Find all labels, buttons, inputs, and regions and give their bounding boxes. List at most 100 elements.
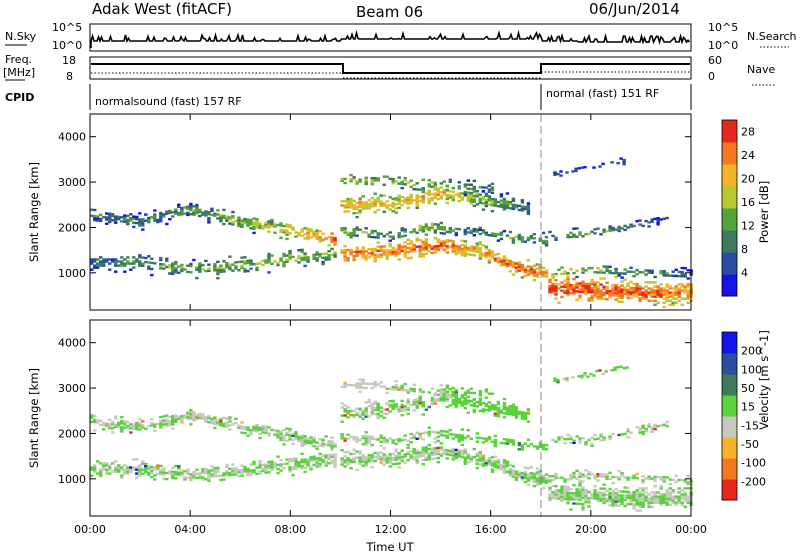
data-cell — [623, 278, 627, 281]
data-cell — [472, 447, 476, 451]
data-cell — [496, 466, 501, 470]
data-cell — [306, 441, 310, 445]
data-cell — [219, 266, 223, 269]
data-cell — [162, 215, 166, 218]
data-cell — [451, 398, 455, 402]
data-cell — [406, 446, 410, 450]
data-cell — [650, 220, 654, 223]
data-cell — [662, 493, 666, 496]
data-cell — [150, 273, 154, 277]
data-cell — [584, 292, 588, 296]
data-cell — [237, 216, 241, 219]
data-cell — [457, 185, 461, 188]
freq-unit-label: [MHz] — [3, 66, 35, 79]
data-cell — [511, 273, 516, 276]
data-cell — [195, 210, 199, 213]
data-cell — [427, 185, 431, 188]
data-cell — [457, 193, 461, 197]
cpid-row: CPID normalsound (fast) 157 RF normal (f… — [5, 84, 692, 110]
data-cell — [541, 272, 546, 276]
data-cell — [590, 266, 594, 270]
data-cell — [364, 401, 368, 404]
data-cell — [581, 502, 585, 506]
x-tick-label: 00:00 — [74, 523, 106, 536]
data-cell — [620, 433, 624, 436]
data-cell — [174, 271, 178, 274]
data-cell — [409, 387, 413, 390]
data-cell — [186, 470, 190, 473]
data-cell — [484, 388, 489, 391]
data-cell — [346, 248, 350, 252]
data-cell — [93, 266, 97, 269]
data-cell — [499, 237, 504, 241]
data-cell — [535, 477, 540, 480]
data-cell — [475, 190, 479, 193]
sky-noise-strip: N.Sky 10^5 10^0 10^5 10^0 N.Search — [5, 21, 797, 52]
data-cell — [165, 424, 169, 428]
data-cell — [418, 390, 422, 393]
data-cell — [572, 227, 576, 230]
data-cell — [90, 214, 94, 217]
data-cell — [641, 503, 645, 506]
data-cell — [665, 293, 669, 296]
data-cell — [195, 468, 199, 471]
data-cell — [309, 236, 313, 239]
data-cell — [629, 492, 633, 496]
data-cell — [330, 444, 334, 447]
data-cell — [99, 468, 103, 471]
data-cell — [517, 263, 522, 266]
data-cell — [291, 473, 295, 477]
data-cell — [364, 182, 368, 186]
data-cell — [279, 436, 283, 439]
data-cell — [674, 293, 678, 296]
data-cell — [159, 211, 163, 215]
data-cell — [481, 458, 486, 461]
data-cell — [222, 260, 226, 263]
data-cell — [165, 257, 169, 260]
data-cell — [243, 432, 247, 435]
data-cell — [587, 284, 591, 288]
data-cell — [346, 410, 350, 413]
data-cell — [584, 488, 588, 492]
data-cell — [626, 226, 630, 229]
data-cell — [460, 198, 464, 201]
data-cell — [469, 198, 473, 201]
data-cell — [177, 465, 181, 468]
data-cell — [394, 254, 398, 257]
data-cell — [231, 473, 235, 476]
data-cell — [114, 415, 118, 418]
data-cell — [641, 287, 645, 290]
data-cell — [397, 258, 401, 261]
data-cell — [484, 253, 489, 257]
data-cell — [466, 179, 470, 182]
data-cell — [490, 210, 495, 213]
data-cell — [514, 478, 519, 481]
data-cell — [635, 503, 639, 506]
data-cell — [198, 214, 202, 218]
data-cell — [551, 274, 555, 278]
data-cell — [644, 291, 648, 294]
data-cell — [358, 382, 362, 385]
data-cell — [276, 433, 280, 437]
data-cell — [376, 253, 380, 257]
data-cell — [439, 186, 443, 189]
data-cell — [346, 459, 350, 462]
data-cell — [469, 437, 473, 440]
data-cell — [282, 263, 286, 266]
data-cell — [460, 400, 464, 403]
data-cell — [593, 281, 597, 284]
data-cell — [638, 287, 642, 290]
data-cell — [291, 434, 295, 437]
data-cell — [490, 468, 495, 471]
data-cell — [126, 470, 130, 473]
data-cell — [614, 228, 618, 231]
data-cell — [240, 425, 244, 428]
data-cell — [448, 449, 452, 452]
data-cell — [361, 207, 365, 210]
data-cell — [623, 496, 627, 499]
data-cell — [454, 391, 458, 394]
data-cell — [204, 467, 208, 471]
data-cell — [430, 251, 434, 255]
data-cell — [355, 207, 359, 211]
data-cell — [475, 250, 479, 253]
